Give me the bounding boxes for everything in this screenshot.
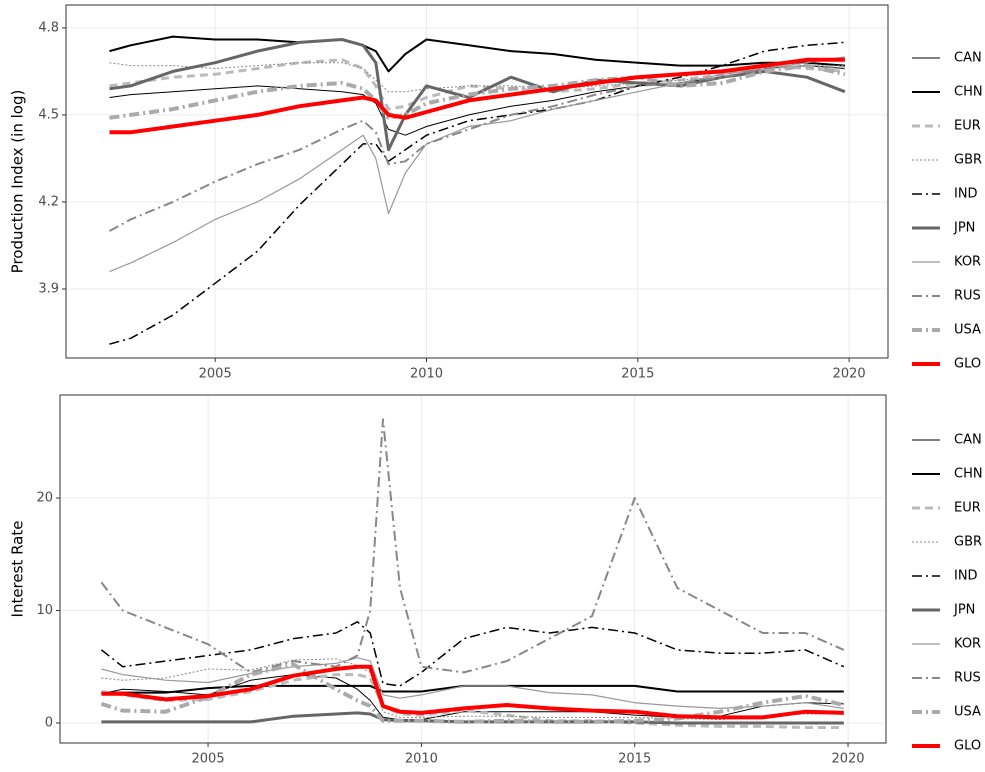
series-line (101, 657, 844, 709)
series-line (109, 35, 845, 73)
series-line (109, 57, 845, 135)
y-tick-label: 10 (36, 603, 53, 618)
y-tick-label: 0 (45, 715, 53, 730)
y-tick-label: 4.5 (38, 107, 59, 122)
series-line (109, 63, 846, 120)
legend-label: KOR (954, 637, 981, 652)
y-tick-label: 4.2 (38, 194, 59, 209)
x-tick-label: 2010 (405, 752, 438, 767)
legend-label: RUS (954, 289, 981, 304)
legend-label: GBR (954, 153, 982, 168)
legend-label: EUR (954, 119, 981, 134)
series-line (109, 41, 845, 345)
plot-border (65, 4, 889, 359)
legend-label: CHN (954, 467, 983, 482)
legend-label: IND (954, 187, 978, 202)
series-line (100, 621, 845, 687)
series-line (101, 664, 844, 720)
series-line (109, 62, 845, 93)
legend-label: JPN (953, 221, 975, 236)
series-line (101, 711, 844, 725)
legend-label: USA (954, 705, 981, 720)
legend-label: RUS (954, 671, 981, 686)
x-tick-label: 2005 (192, 752, 225, 767)
legend-label: GLO (954, 357, 981, 372)
legend-label: JPN (953, 603, 975, 618)
series-line (101, 673, 844, 729)
x-tick-label: 2020 (831, 752, 864, 767)
series-line (109, 38, 846, 152)
legend-label: GLO (954, 739, 981, 754)
legend-label: GBR (954, 535, 982, 550)
x-tick-label: 2015 (621, 367, 654, 382)
legend-label: IND (954, 569, 978, 584)
y-tick-label: 3.9 (38, 281, 59, 296)
legend-label: CAN (954, 51, 982, 66)
legend-label: USA (954, 323, 981, 338)
y-axis-title: Production Index (in log) (9, 90, 27, 274)
series-line (101, 684, 844, 694)
legend-label: EUR (954, 501, 981, 516)
series-line (109, 56, 845, 273)
x-tick-label: 2010 (410, 367, 443, 382)
legend-label: KOR (954, 255, 981, 270)
y-tick-label: 4.8 (38, 20, 59, 35)
legend-label: CHN (954, 85, 983, 100)
y-tick-label: 20 (36, 491, 53, 506)
series-line (101, 658, 844, 721)
x-tick-label: 2015 (618, 752, 651, 767)
x-tick-label: 2005 (199, 367, 232, 382)
x-tick-label: 2020 (833, 367, 866, 382)
legend-label: CAN (954, 433, 982, 448)
y-axis-title: Interest Rate (9, 521, 27, 618)
plot-border (59, 394, 887, 744)
plot-background (66, 5, 888, 358)
